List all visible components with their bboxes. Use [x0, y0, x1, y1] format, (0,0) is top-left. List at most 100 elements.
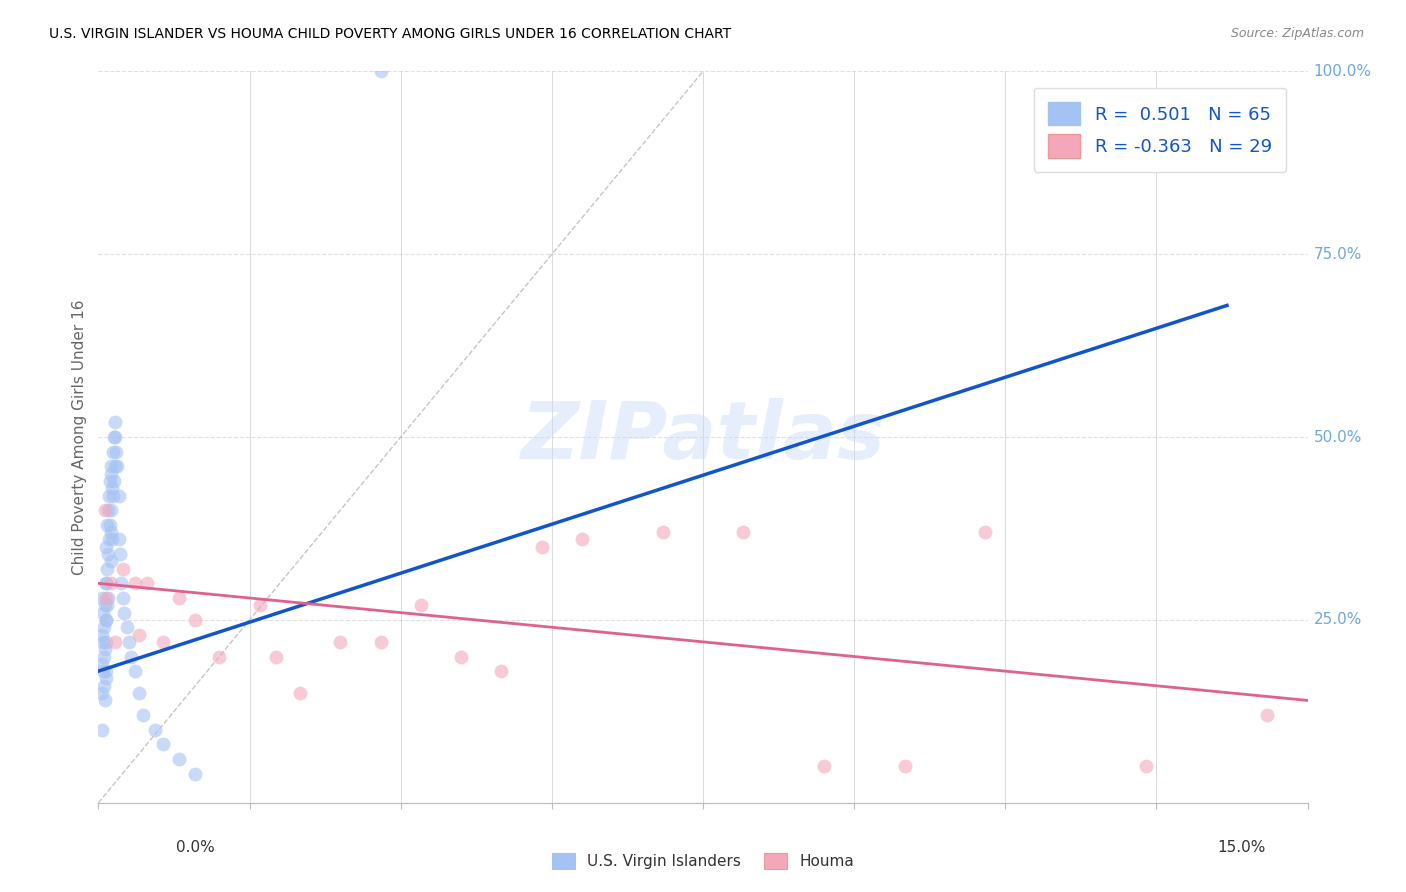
Point [128, 627, 150, 641]
Point [97, 547, 120, 561]
Point [93, 649, 115, 664]
Point [93, 679, 115, 693]
Point [111, 591, 134, 605]
Point [101, 444, 124, 458]
Text: 25.0%: 25.0% [1313, 613, 1362, 627]
Point [101, 489, 124, 503]
Legend: R =  0.501   N = 65, R = -0.363   N = 29: R = 0.501 N = 65, R = -0.363 N = 29 [1033, 87, 1286, 172]
Point [96, 562, 118, 576]
Point [91, 657, 114, 671]
Point [893, 759, 915, 773]
Point [813, 759, 835, 773]
Point [96, 613, 118, 627]
Point [96, 664, 118, 678]
Point [288, 686, 311, 700]
Point [93, 620, 115, 634]
Point [409, 599, 432, 613]
Text: U.S. VIRGIN ISLANDER VS HOUMA CHILD POVERTY AMONG GIRLS UNDER 16 CORRELATION CHA: U.S. VIRGIN ISLANDER VS HOUMA CHILD POVE… [49, 27, 731, 41]
Point [974, 525, 997, 540]
Point [97, 591, 120, 605]
Point [98, 474, 121, 488]
Point [96, 591, 118, 605]
Text: 15.0%: 15.0% [1218, 840, 1265, 855]
Point [143, 723, 166, 737]
Point [118, 635, 141, 649]
Point [124, 664, 146, 678]
Point [103, 635, 125, 649]
Point [91, 635, 114, 649]
Point [107, 533, 129, 547]
Point [96, 540, 118, 554]
Point [107, 489, 129, 503]
Point [152, 635, 174, 649]
Point [571, 533, 593, 547]
Point [530, 540, 553, 554]
Text: 50.0%: 50.0% [1313, 430, 1362, 444]
Point [491, 664, 513, 678]
Point [103, 459, 125, 474]
Point [94, 599, 117, 613]
Text: Source: ZipAtlas.com: Source: ZipAtlas.com [1230, 27, 1364, 40]
Point [112, 606, 135, 620]
Point [91, 723, 114, 737]
Point [97, 503, 120, 517]
Point [94, 693, 117, 707]
Point [249, 599, 271, 613]
Point [100, 576, 122, 591]
Point [110, 576, 132, 591]
Point [105, 444, 128, 458]
Point [184, 766, 207, 780]
Point [1256, 708, 1278, 723]
Legend: U.S. Virgin Islanders, Houma: U.S. Virgin Islanders, Houma [546, 847, 860, 875]
Point [370, 64, 392, 78]
Point [651, 525, 673, 540]
Point [100, 503, 122, 517]
Point [98, 517, 121, 532]
Text: ZIPatlas: ZIPatlas [520, 398, 886, 476]
Point [329, 635, 352, 649]
Point [97, 489, 120, 503]
Point [104, 430, 127, 444]
Point [100, 525, 122, 540]
Point [96, 576, 118, 591]
Point [101, 533, 124, 547]
Point [115, 620, 138, 634]
Point [96, 517, 118, 532]
Text: 75.0%: 75.0% [1313, 247, 1362, 261]
Point [105, 459, 128, 474]
Point [94, 503, 117, 517]
Point [94, 642, 117, 657]
Point [1135, 759, 1157, 773]
Point [208, 649, 231, 664]
Point [111, 562, 134, 576]
Point [97, 533, 120, 547]
Point [101, 481, 124, 495]
Point [100, 459, 122, 474]
Point [124, 576, 146, 591]
Point [94, 576, 117, 591]
Point [91, 627, 114, 641]
Point [370, 635, 392, 649]
Point [100, 467, 122, 481]
Point [91, 686, 114, 700]
Point [128, 686, 150, 700]
Text: 100.0%: 100.0% [1313, 64, 1372, 78]
Point [733, 525, 755, 540]
Point [450, 649, 472, 664]
Point [91, 664, 114, 678]
Point [94, 635, 117, 649]
Point [94, 613, 117, 627]
Point [103, 416, 125, 430]
Point [132, 708, 155, 723]
Point [264, 649, 287, 664]
Point [184, 613, 207, 627]
Text: 0.0%: 0.0% [176, 840, 215, 855]
Point [152, 737, 174, 751]
Point [103, 474, 125, 488]
Point [103, 430, 125, 444]
Point [108, 547, 131, 561]
Point [167, 591, 190, 605]
Point [91, 606, 114, 620]
Point [91, 591, 114, 605]
Point [94, 672, 117, 686]
